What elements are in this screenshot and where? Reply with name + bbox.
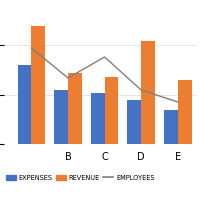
Bar <box>68 73 82 144</box>
Bar <box>54 90 68 144</box>
Legend: EXPENSES, REVENUE, EMPLOYEES: EXPENSES, REVENUE, EMPLOYEES <box>3 172 157 184</box>
Bar <box>105 77 118 144</box>
Bar <box>164 110 178 144</box>
Bar <box>91 93 105 144</box>
Bar <box>178 80 192 144</box>
Bar <box>31 26 45 144</box>
Bar <box>141 40 155 144</box>
Bar <box>127 100 141 144</box>
Bar <box>18 65 31 144</box>
